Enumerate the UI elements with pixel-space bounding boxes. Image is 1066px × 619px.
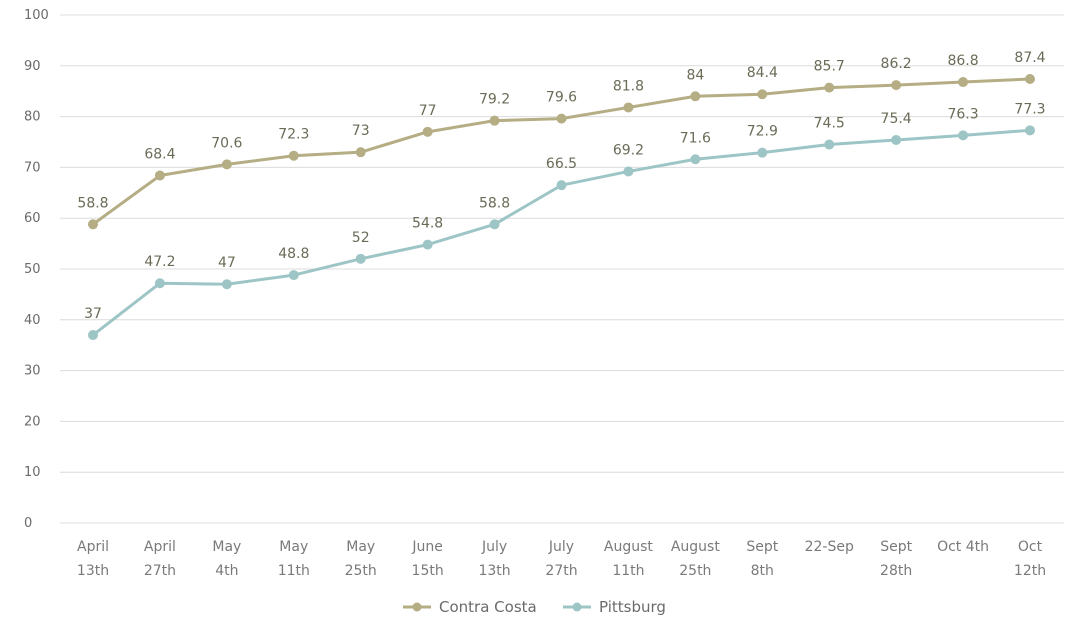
series-group (88, 74, 1035, 341)
data-label: 58.8 (479, 195, 510, 211)
x-tick-label: May 4th (212, 539, 241, 579)
x-tick-label: Oct 4th (937, 539, 989, 555)
legend: Contra Costa Pittsburg (403, 598, 666, 616)
data-label: 52 (352, 230, 370, 246)
data-point (824, 139, 835, 150)
x-tick-label: July 13th (478, 539, 510, 579)
legend-label: Contra Costa (439, 598, 537, 616)
data-point (891, 134, 902, 145)
data-label: 58.8 (77, 195, 108, 211)
data-label: 47 (218, 255, 236, 271)
data-label: 79.6 (546, 90, 577, 106)
y-tick-label: 60 (24, 211, 41, 226)
x-tick-label: August 11th (604, 539, 654, 579)
data-point (355, 253, 366, 264)
x-tick-label: May 25th (345, 539, 377, 579)
data-label: 74.5 (814, 116, 845, 132)
legend-label: Pittsburg (599, 598, 666, 616)
data-label: 86.8 (947, 53, 978, 69)
data-label: 68.4 (144, 147, 175, 163)
y-tick-label: 0 (24, 516, 32, 531)
data-point (88, 330, 98, 341)
x-tick-label: April 13th (77, 539, 109, 579)
data-point (690, 154, 701, 165)
data-label: 69.2 (613, 142, 644, 158)
x-tick-label: Sept 8th (746, 539, 778, 579)
data-point (556, 180, 567, 191)
data-point (154, 278, 165, 289)
data-point (422, 126, 433, 137)
x-tick-label: 22-Sep (805, 539, 854, 555)
x-tick-label: June 15th (411, 539, 443, 579)
y-tick-label: 20 (24, 414, 41, 429)
data-label: 85.7 (814, 59, 845, 75)
data-point (288, 150, 299, 161)
x-tick-label: May 11th (278, 539, 310, 579)
x-tick-label: Oct 12th (1014, 539, 1046, 579)
data-point (757, 147, 768, 158)
data-point (1025, 125, 1035, 136)
data-label: 72.9 (747, 124, 778, 140)
data-label: 81.8 (613, 78, 644, 94)
x-tick-label: Sept 28th (880, 539, 913, 579)
x-tick-label: August 25th (671, 539, 721, 579)
x-axis-ticks: April 13th April 27th May 4th May 11th May 25th Ju… (77, 539, 1046, 579)
data-point (288, 270, 299, 281)
y-tick-label: 50 (24, 262, 41, 277)
y-axis-ticks: 0 10 20 30 40 50 60 70 80 90 100 (24, 8, 49, 531)
data-point (422, 239, 433, 250)
data-label: 79.2 (479, 92, 510, 108)
data-label: 72.3 (278, 127, 309, 143)
data-label: 84 (686, 67, 704, 83)
data-point (958, 130, 969, 141)
data-point (489, 115, 500, 126)
data-label: 54.8 (412, 216, 443, 232)
data-label: 71.6 (680, 130, 711, 146)
data-point (623, 102, 634, 113)
data-point (891, 80, 902, 91)
legend-marker-icon (572, 602, 582, 612)
data-label: 75.4 (881, 111, 912, 127)
data-label: 70.6 (211, 135, 242, 151)
x-tick-label: April 27th (144, 539, 176, 579)
data-label: 37 (84, 306, 102, 322)
x-tick-label: July 27th (545, 539, 577, 579)
y-tick-label: 10 (24, 465, 41, 480)
data-point (221, 279, 232, 290)
data-label: 77 (419, 103, 437, 119)
data-label: 77.3 (1014, 101, 1045, 117)
data-point (355, 147, 366, 158)
y-tick-label: 30 (24, 364, 41, 379)
data-label: 47.2 (144, 254, 175, 270)
y-tick-label: 100 (24, 8, 49, 23)
data-point (154, 170, 165, 181)
data-point (690, 91, 701, 102)
data-point (221, 159, 232, 170)
data-point (1025, 74, 1035, 85)
data-label: 48.8 (278, 246, 309, 262)
data-point (623, 166, 634, 177)
data-labels: 58.8 68.4 70.6 72.3 73 77 79.2 79.6 81.8 84 84.4 85… (77, 50, 1045, 322)
data-label: 84.4 (747, 65, 778, 81)
data-point (757, 89, 768, 100)
data-label: 76.3 (947, 106, 978, 122)
data-point (958, 77, 969, 88)
legend-marker-icon (412, 602, 422, 612)
data-point (489, 219, 500, 230)
data-point (824, 82, 835, 93)
data-label: 73 (352, 123, 370, 139)
y-tick-label: 40 (24, 313, 41, 328)
data-label: 66.5 (546, 156, 577, 172)
y-tick-label: 70 (24, 160, 41, 175)
data-label: 86.2 (881, 56, 912, 72)
data-point (88, 219, 98, 230)
data-point (556, 113, 567, 124)
y-tick-label: 90 (24, 59, 41, 74)
data-label: 87.4 (1014, 50, 1045, 66)
y-tick-label: 80 (24, 110, 41, 125)
